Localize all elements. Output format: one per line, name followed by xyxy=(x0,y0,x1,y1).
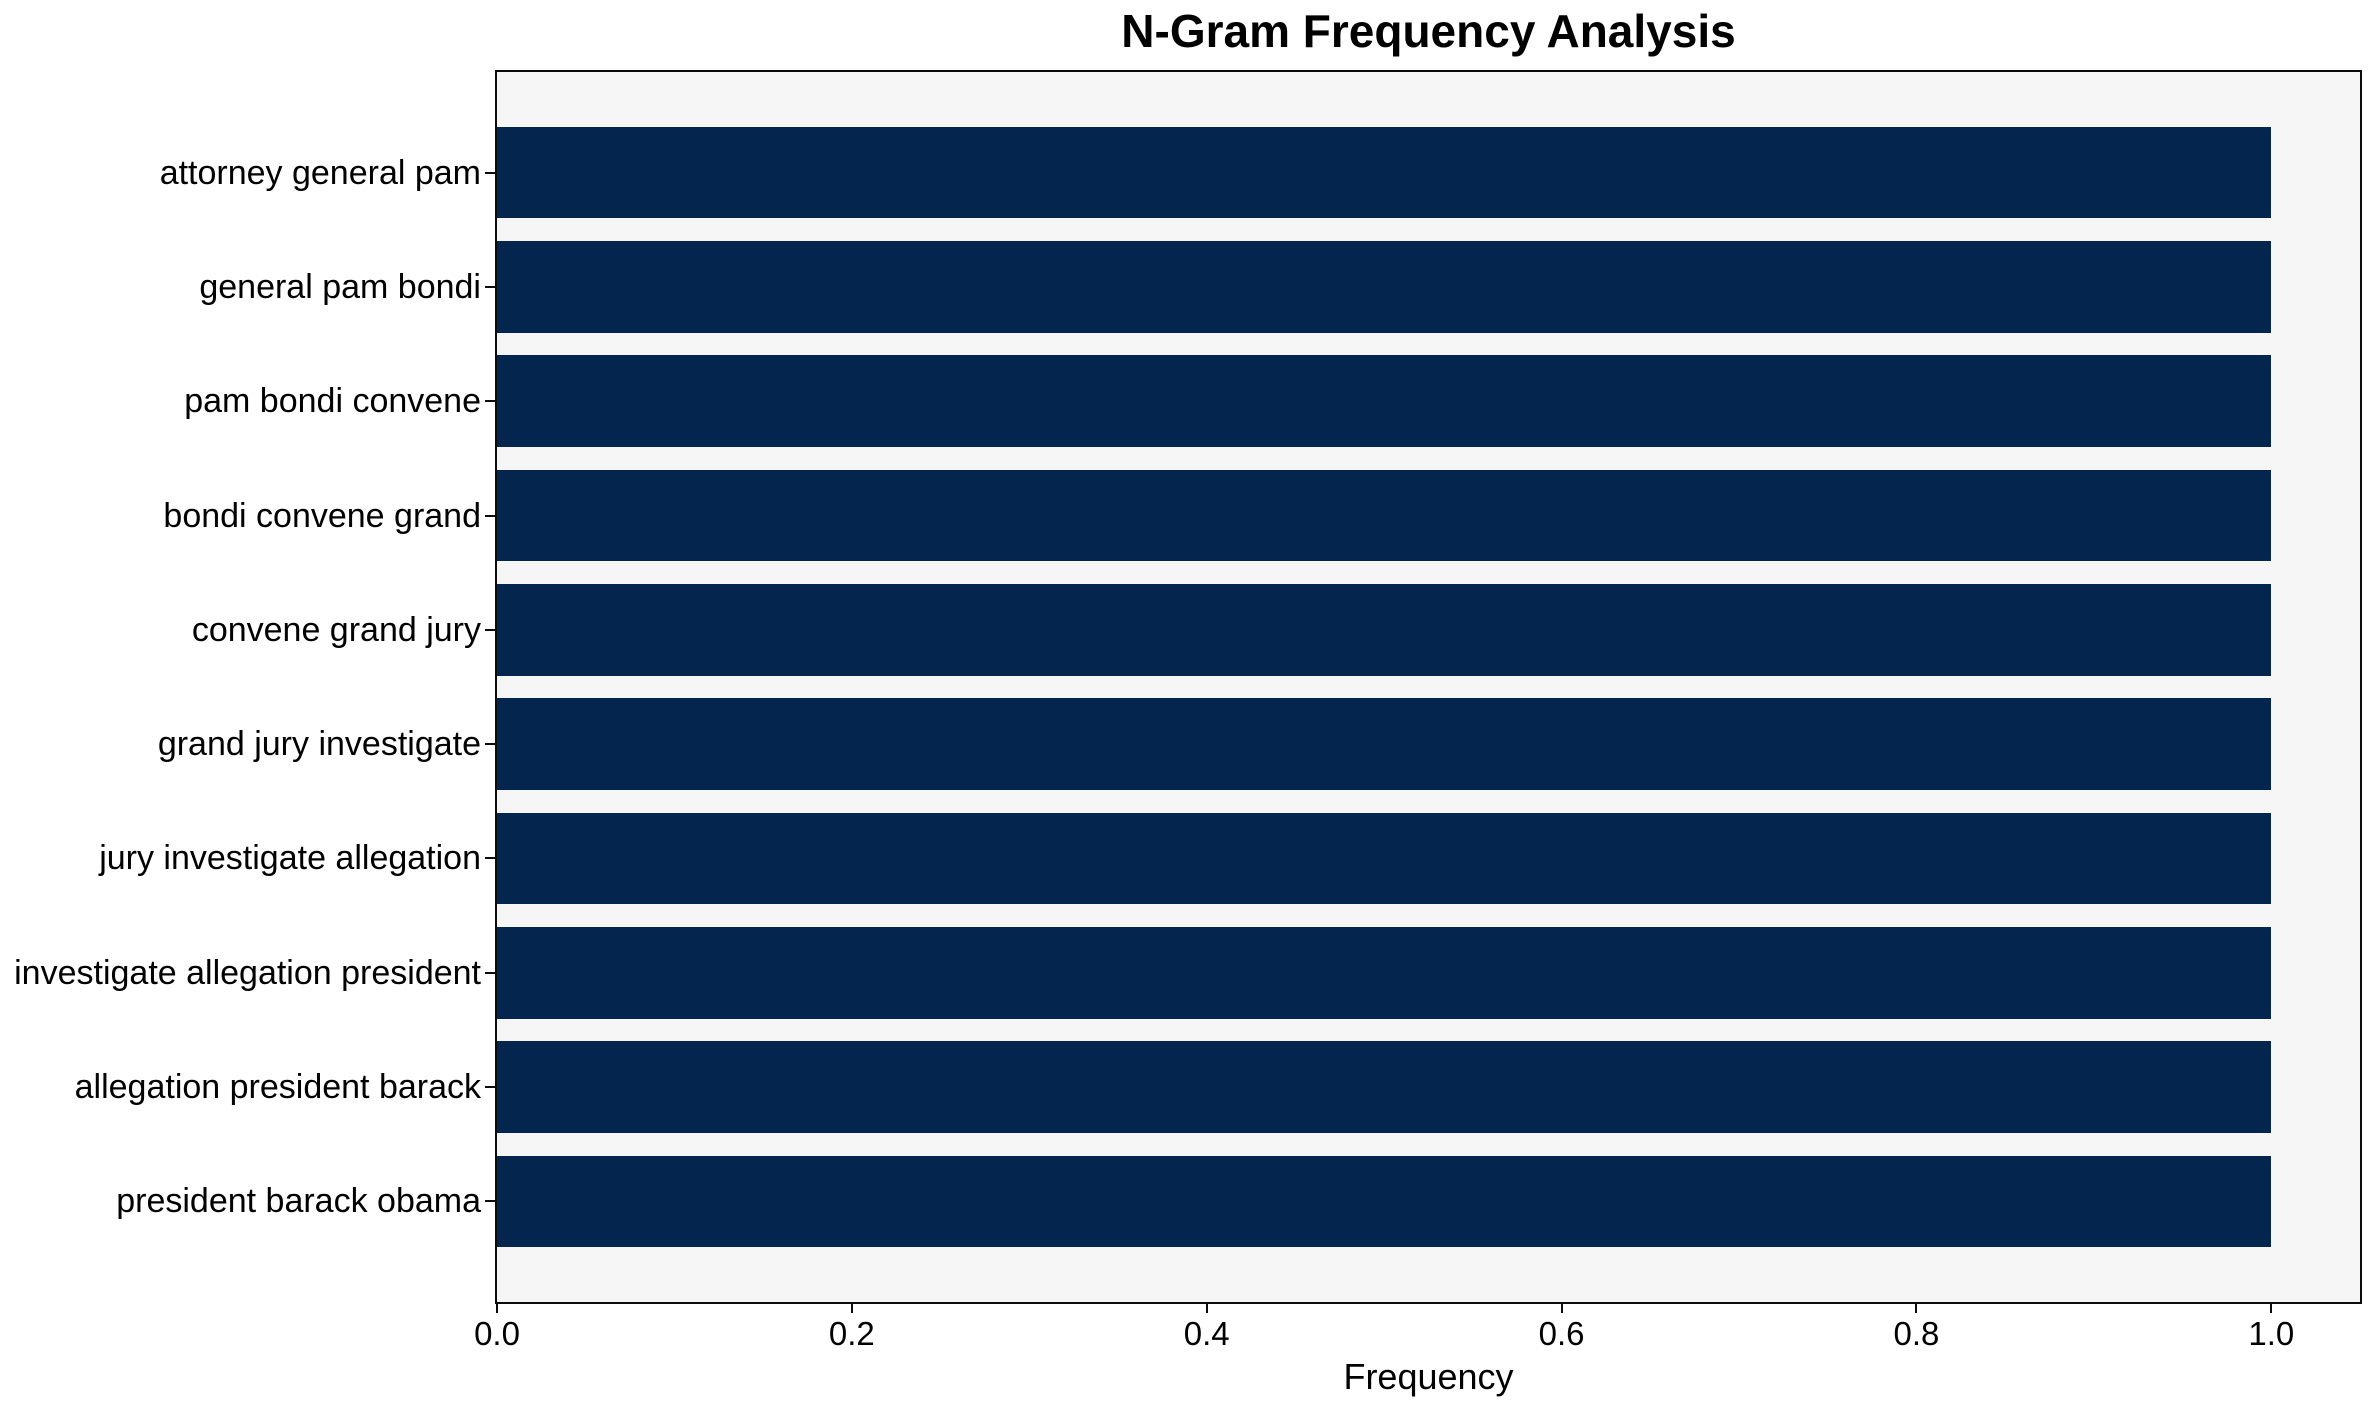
y-tick-mark xyxy=(485,628,496,631)
x-tick-label: 0.8 xyxy=(1893,1315,1940,1352)
y-axis-ticks xyxy=(485,72,496,1302)
x-axis-title: Frequency xyxy=(1343,1356,1514,1397)
y-tick-mark xyxy=(485,743,496,746)
x-tick-mark xyxy=(1205,1302,1208,1313)
x-tick-label: 0.4 xyxy=(1183,1315,1230,1352)
bar xyxy=(497,812,2272,905)
y-tick-label: pam bondi convene xyxy=(184,382,481,421)
y-tick-label: jury investigate allegation xyxy=(99,839,481,878)
x-tick-mark xyxy=(850,1302,853,1313)
y-tick-mark xyxy=(485,1086,496,1089)
x-tick-mark xyxy=(1915,1302,1918,1313)
bar xyxy=(497,1041,2272,1133)
y-tick-label: investigate allegation president xyxy=(14,953,481,992)
x-tick-label: 0.2 xyxy=(828,1315,875,1352)
x-tick-mark xyxy=(1560,1302,1563,1313)
bar xyxy=(497,584,2272,676)
y-tick-mark xyxy=(485,971,496,974)
y-tick-mark xyxy=(485,400,496,403)
y-tick-label: allegation president barack xyxy=(74,1068,481,1107)
bar xyxy=(497,927,2272,1019)
plot-area xyxy=(497,72,2360,1302)
x-tick-label: 0.0 xyxy=(474,1315,520,1352)
chart-title: N-Gram Frequency Analysis xyxy=(1121,5,1736,57)
y-tick-label: general pam bondi xyxy=(199,267,481,306)
y-tick-label: president barack obama xyxy=(116,1182,481,1221)
x-tick-mark xyxy=(2270,1302,2273,1313)
y-tick-label: grand jury investigate xyxy=(157,725,481,764)
y-tick-mark xyxy=(485,857,496,860)
bar xyxy=(497,126,2272,219)
y-tick-label: convene grand jury xyxy=(191,610,481,649)
y-tick-mark xyxy=(485,171,496,174)
y-tick-mark xyxy=(485,514,496,517)
bar xyxy=(497,698,2272,790)
bar xyxy=(497,469,2272,562)
y-tick-mark xyxy=(485,1200,496,1203)
x-tick-mark xyxy=(496,1302,498,1313)
bar xyxy=(497,355,2272,447)
x-tick-label: 0.6 xyxy=(1538,1315,1585,1352)
y-axis-labels: attorney general pam general pam bondi pam… xyxy=(0,72,481,1302)
x-axis: 0.0 0.2 0.4 0.6 0.8 1.0 xyxy=(474,1302,2360,1414)
y-tick-mark xyxy=(485,285,496,288)
bar xyxy=(497,241,2272,333)
x-tick-label: 1.0 xyxy=(2248,1315,2295,1352)
y-tick-label: attorney general pam xyxy=(159,153,481,192)
bar xyxy=(497,1155,2272,1248)
y-tick-label: bondi convene grand xyxy=(163,496,481,535)
